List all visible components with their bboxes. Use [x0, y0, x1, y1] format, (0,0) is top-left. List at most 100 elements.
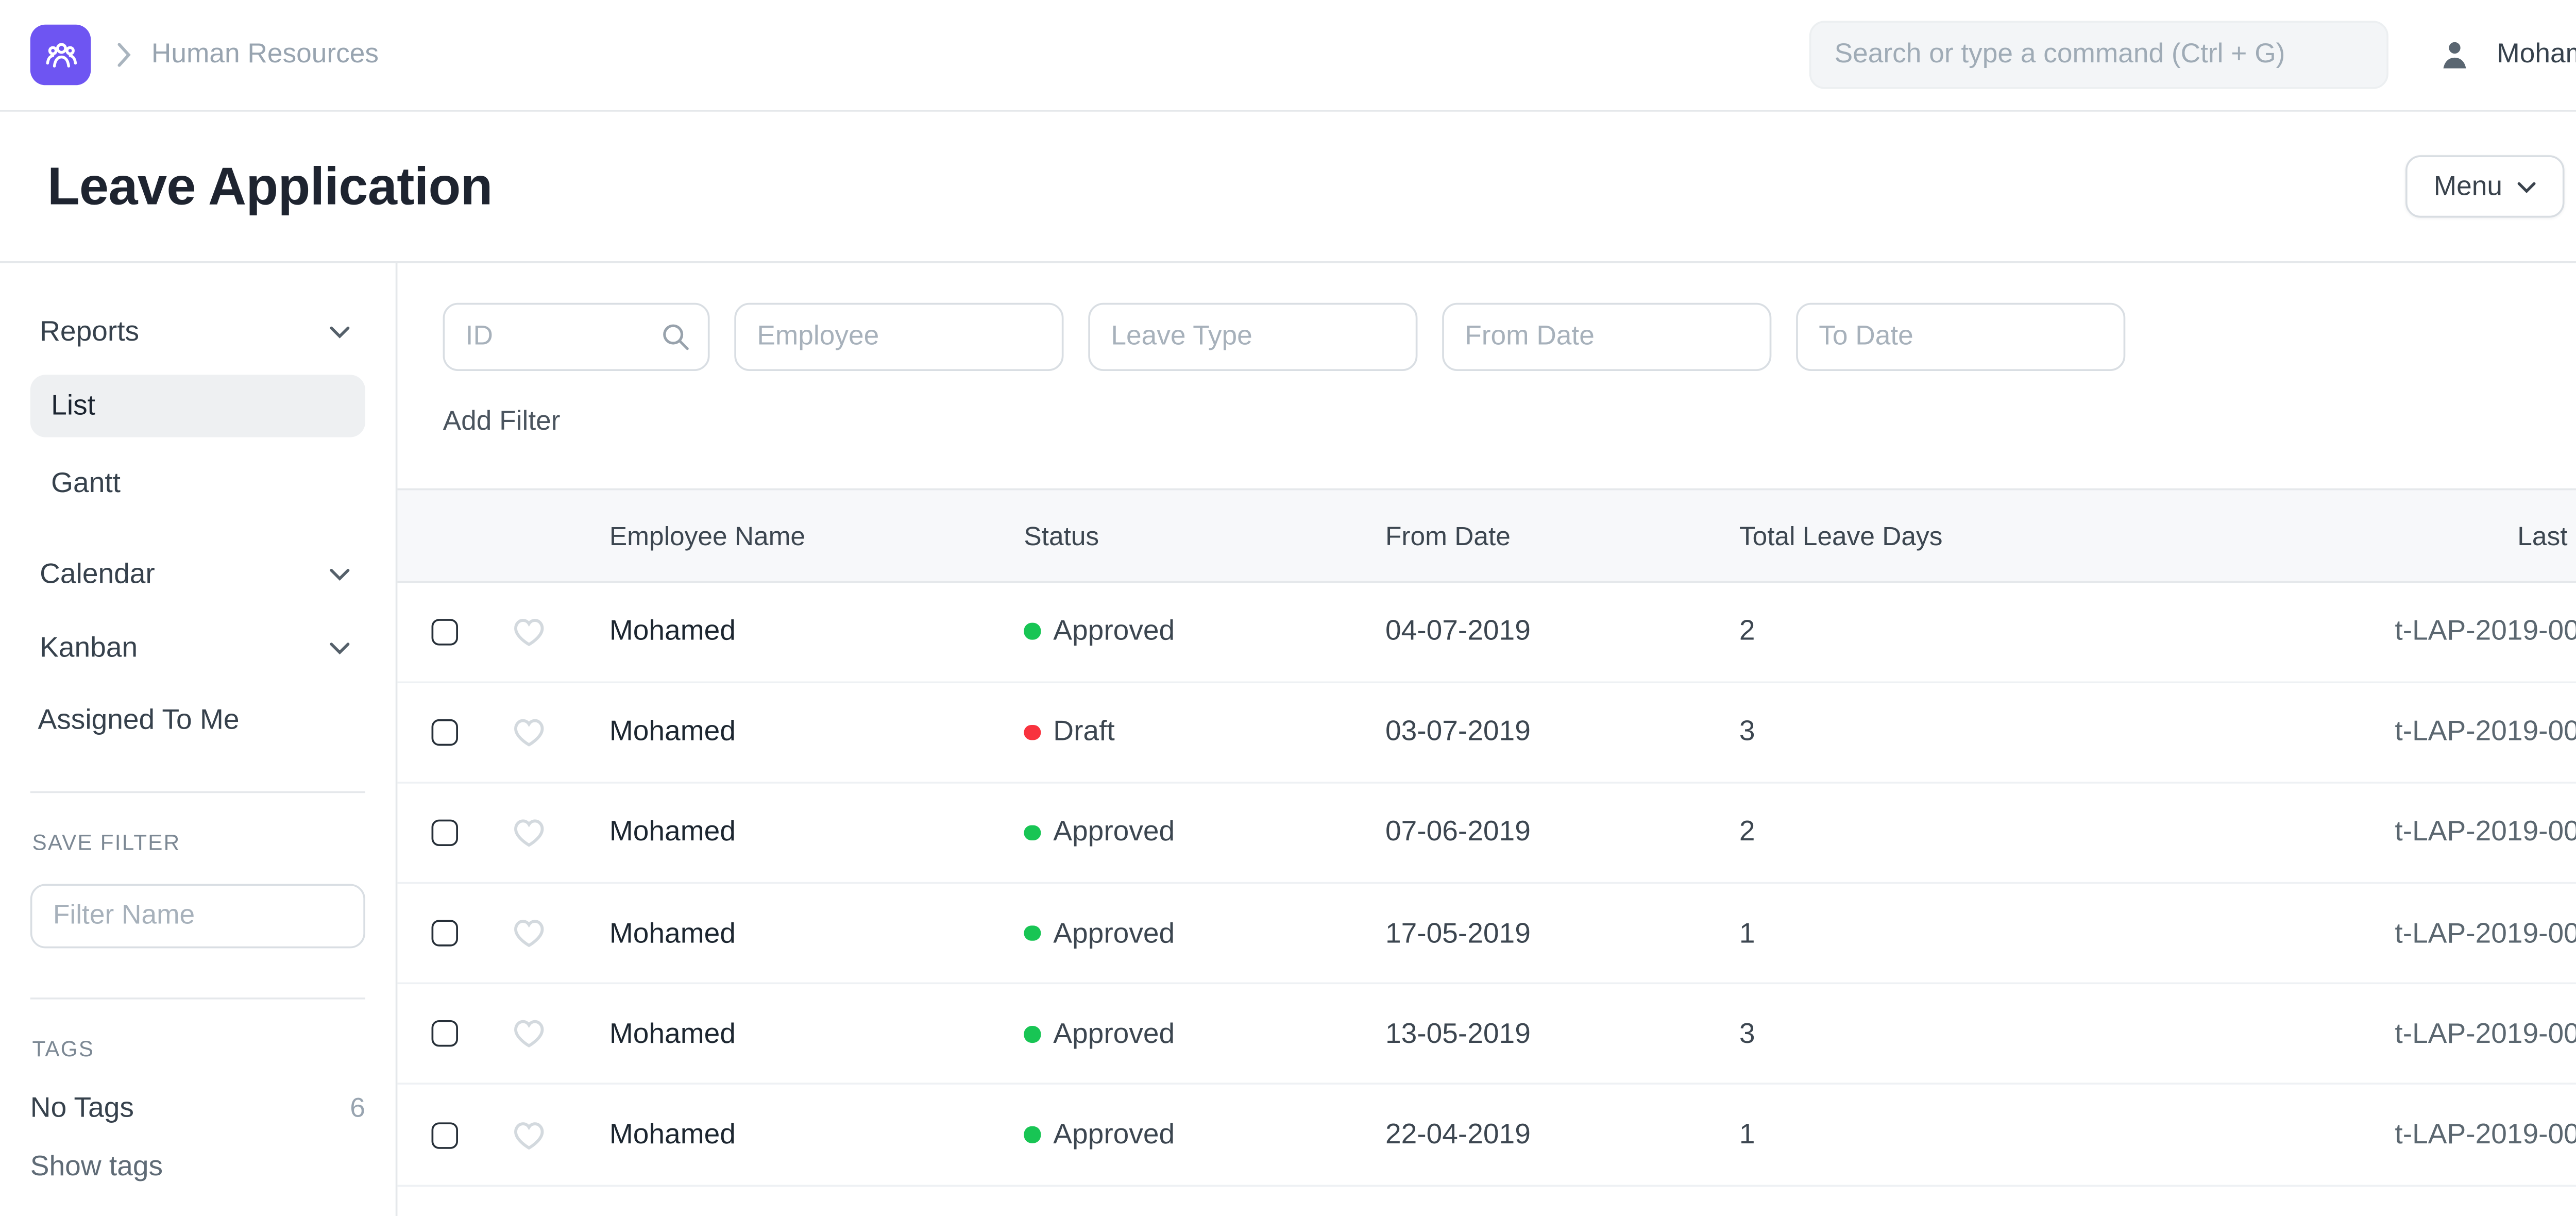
- breadcrumb[interactable]: Human Resources: [151, 40, 379, 70]
- cell-employee-name: Mohamed: [609, 1018, 736, 1051]
- sidebar-group-reports[interactable]: Reports: [30, 309, 365, 354]
- cell-total-leave-days: 3: [1739, 716, 1755, 749]
- cell-total-leave-days: 1: [1739, 1119, 1755, 1151]
- heart-icon[interactable]: [513, 1019, 609, 1050]
- cell-employee-name: Mohamed: [609, 1119, 736, 1151]
- cell-employee-name: Mohamed: [609, 615, 736, 648]
- sidebar-divider: [30, 791, 365, 793]
- status-dot: [1024, 1126, 1040, 1143]
- cell-from-date: 17-05-2019: [1385, 917, 1531, 950]
- table-row[interactable]: Mohamed Approved 13-05-2019 3 t-LAP-2019…: [397, 985, 2576, 1086]
- add-filter-button[interactable]: Add Filter: [443, 407, 561, 437]
- row-select-checkbox[interactable]: [431, 618, 458, 645]
- cell-from-date: 03-07-2019: [1385, 716, 1531, 749]
- cell-status: Approved: [1053, 1119, 1175, 1151]
- filter-name-input[interactable]: [30, 884, 365, 949]
- menu-chevron-down-icon: [2517, 181, 2536, 192]
- cell-employee-name: Mohamed: [609, 816, 736, 849]
- no-tags-label[interactable]: No Tags: [30, 1092, 134, 1125]
- cell-document-id[interactable]: t-LAP-2019-00001: [2395, 1119, 2576, 1151]
- sidebar-group-kanban[interactable]: Kanban: [30, 624, 365, 670]
- cell-document-id[interactable]: t-LAP-2019-00007: [2395, 615, 2576, 648]
- table-row[interactable]: Mohamed Draft 03-07-2019 3 t-LAP-2019-00…: [397, 682, 2576, 784]
- row-select-checkbox[interactable]: [431, 719, 458, 746]
- user-avatar-icon: [2438, 38, 2472, 72]
- page-header: Leave Application Menu Refresh New: [0, 112, 2576, 263]
- col-header-status: Status: [1024, 520, 1099, 551]
- cell-document-id[interactable]: t-LAP-2019-00002: [2395, 1018, 2576, 1051]
- search-icon: [660, 322, 691, 361]
- list-view-main: Add Filter Employee Name Status From Dat…: [397, 263, 2576, 1216]
- cell-status: Approved: [1053, 615, 1175, 648]
- cell-status: Approved: [1053, 917, 1175, 950]
- row-select-checkbox[interactable]: [431, 1121, 458, 1149]
- kanban-chevron-down-icon: [330, 641, 350, 654]
- cell-document-id[interactable]: t-LAP-2019-00004: [2395, 917, 2576, 950]
- kanban-group-label: Kanban: [40, 631, 138, 664]
- table-row[interactable]: Mohamed Approved 07-06-2019 2 t-LAP-2019…: [397, 783, 2576, 884]
- status-dot: [1024, 1026, 1040, 1042]
- menu-button-label: Menu: [2433, 171, 2503, 202]
- table-row[interactable]: Mohamed Approved 22-04-2019 1 t-LAP-2019…: [397, 1085, 2576, 1186]
- assigned-to-me-label: Assigned To Me: [38, 703, 240, 736]
- col-header-last-modified: Last Modified On: [2517, 520, 2576, 551]
- sidebar-item-gantt-view[interactable]: Gantt: [30, 452, 365, 515]
- cell-from-date: 22-04-2019: [1385, 1119, 1531, 1151]
- gantt-view-label: Gantt: [51, 467, 121, 500]
- cell-employee-name: Mohamed: [609, 716, 736, 749]
- cell-from-date: 13-05-2019: [1385, 1018, 1531, 1051]
- content-area: Reports List Gantt Calendar Kanban Assig…: [0, 263, 2576, 1216]
- cell-status: Approved: [1053, 816, 1175, 849]
- people-group-icon: [41, 35, 80, 75]
- page-actions: Menu Refresh New: [2405, 155, 2576, 218]
- status-dot: [1024, 824, 1040, 841]
- col-header-from-date: From Date: [1385, 520, 1511, 551]
- show-tags-link[interactable]: Show tags: [30, 1151, 163, 1183]
- save-filter-heading: SAVE FILTER: [32, 833, 181, 856]
- user-menu[interactable]: Mohamed Ali: [2497, 40, 2576, 70]
- heart-icon[interactable]: [513, 1120, 609, 1150]
- cell-status: Approved: [1053, 1018, 1175, 1051]
- id-filter-wrap: [443, 302, 710, 371]
- leave-type-filter-input[interactable]: [1088, 302, 1418, 371]
- navbar: Human Resources Mohamed Ali Help 99+: [0, 0, 2576, 112]
- cell-total-leave-days: 3: [1739, 1018, 1755, 1051]
- calendar-group-label: Calendar: [40, 557, 155, 590]
- cell-document-id[interactable]: t-LAP-2019-00006: [2395, 716, 2576, 749]
- heart-icon[interactable]: [513, 717, 609, 747]
- sort-last-modified-on[interactable]: Last Modified On: [2517, 520, 2576, 550]
- cell-document-id[interactable]: t-LAP-2019-00005: [2395, 816, 2576, 849]
- from-date-filter-input[interactable]: [1442, 302, 1772, 371]
- cell-total-leave-days: 2: [1739, 615, 1755, 648]
- reports-group-label: Reports: [40, 315, 140, 348]
- employee-filter-input[interactable]: [734, 302, 1064, 371]
- sidebar-item-assigned-to-me[interactable]: Assigned To Me: [30, 697, 365, 742]
- calendar-chevron-down-icon: [330, 568, 350, 580]
- to-date-filter-input[interactable]: [1796, 302, 2126, 371]
- list-view-label: List: [51, 390, 95, 423]
- cell-total-leave-days: 1: [1739, 917, 1755, 950]
- heart-icon[interactable]: [513, 818, 609, 848]
- breadcrumb-chevron-icon: [115, 42, 132, 68]
- no-tags-row: No Tags 6: [30, 1092, 365, 1124]
- row-select-checkbox[interactable]: [431, 1021, 458, 1048]
- heart-icon[interactable]: [513, 616, 609, 647]
- cell-from-date: 04-07-2019: [1385, 615, 1531, 648]
- menu-button[interactable]: Menu: [2405, 155, 2565, 218]
- table-row[interactable]: Mohamed Approved 17-05-2019 1 t-LAP-2019…: [397, 884, 2576, 985]
- filter-bar: [397, 263, 2576, 371]
- table-header: Employee Name Status From Date Total Lea…: [397, 488, 2576, 582]
- search-input[interactable]: [1809, 21, 2389, 89]
- app-logo-button[interactable]: [30, 24, 91, 86]
- row-select-checkbox[interactable]: [431, 920, 458, 947]
- table-row[interactable]: Mohamed Approved 04-07-2019 2 t-LAP-2019…: [397, 582, 2576, 683]
- cell-employee-name: Mohamed: [609, 917, 736, 950]
- status-dot: [1024, 724, 1040, 740]
- page-title: Leave Application: [47, 156, 493, 215]
- sidebar-group-calendar[interactable]: Calendar: [30, 551, 365, 596]
- heart-icon[interactable]: [513, 918, 609, 949]
- row-select-checkbox[interactable]: [431, 819, 458, 846]
- sidebar-item-list-view[interactable]: List: [30, 375, 365, 437]
- status-dot: [1024, 623, 1040, 640]
